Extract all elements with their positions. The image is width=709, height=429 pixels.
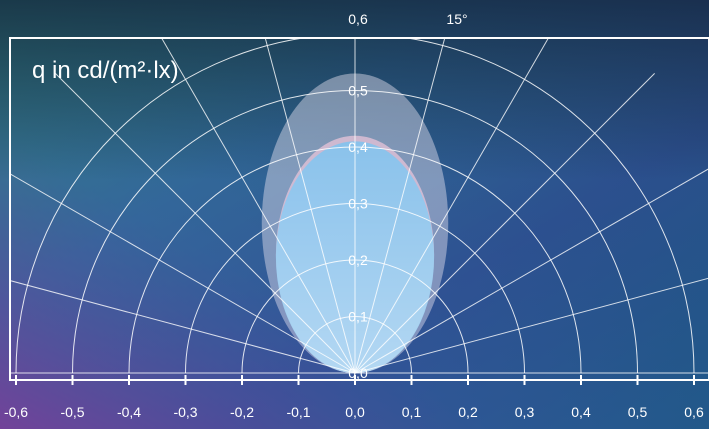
radial-label-6: 0,6: [348, 11, 368, 27]
spoke-165: [10, 280, 356, 374]
grid-clipped: [10, 38, 709, 374]
x-tick-label-4: -0,2: [230, 404, 254, 420]
x-tick-label-5: -0,1: [286, 404, 310, 420]
x-tick-label-9: 0,3: [515, 404, 535, 420]
x-tick-label-2: -0,4: [117, 404, 141, 420]
x-tick-label-7: 0,1: [402, 404, 422, 420]
spoke-150: [10, 173, 356, 374]
radial-label-1: 0,1: [348, 309, 368, 325]
x-tick-label-11: 0,5: [628, 404, 648, 420]
spoke-105: [264, 38, 356, 374]
x-tick-label-10: 0,4: [571, 404, 591, 420]
x-tick-label-0: -0,6: [4, 404, 28, 420]
radial-label-5: 0,5: [348, 83, 368, 99]
radial-label-2: 0,2: [348, 252, 368, 268]
label-layer: -0,6 -0,5 -0,4 -0,3 -0,2 -0,1 0,0 0,1 0,2 0,3 0,4 0…: [4, 11, 704, 420]
spoke-60: [354, 38, 549, 374]
spoke-45: [354, 73, 655, 374]
spoke-30: [354, 168, 709, 374]
spoke-15: [354, 277, 709, 374]
chart-title: q in cd/(m²·lx): [32, 57, 179, 84]
x-tick-label-6: 0,0: [345, 404, 365, 420]
x-tick-label-8: 0,2: [458, 404, 478, 420]
x-tick-label-12: 0,6: [684, 404, 704, 420]
spoke-120: [161, 38, 356, 374]
grid-layer: [9, 37, 709, 385]
x-tick-label-1: -0,5: [60, 404, 84, 420]
radial-label-3: 0,3: [348, 196, 368, 212]
radial-ring-6: [15, 38, 695, 374]
spoke-75: [354, 38, 446, 374]
x-tick-label-3: -0,3: [173, 404, 197, 420]
radial-label-0: 0,0: [348, 365, 368, 381]
spoke-135: [55, 73, 356, 374]
angle-label: 15°: [446, 11, 467, 27]
radial-label-4: 0,4: [348, 139, 368, 155]
